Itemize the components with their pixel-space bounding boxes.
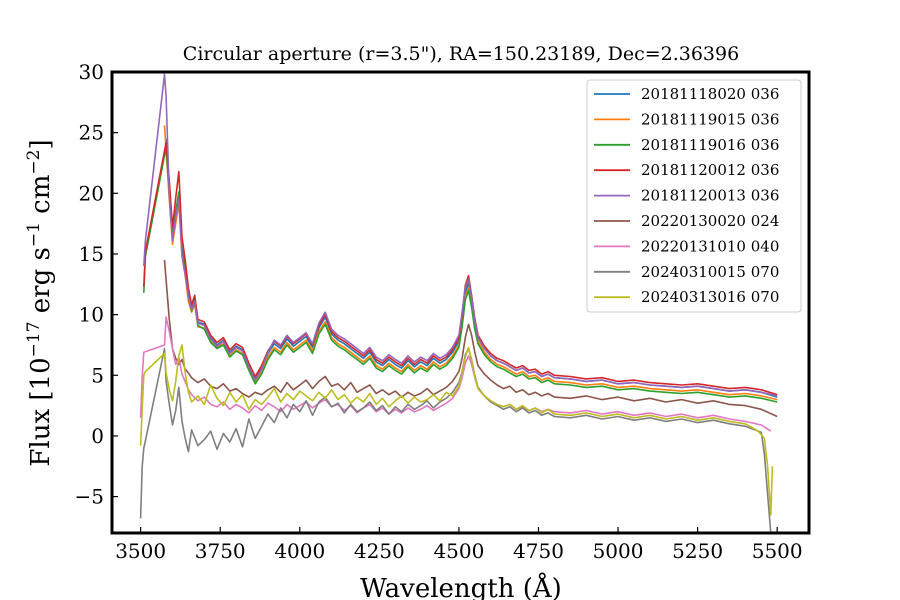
y-label-exp-3: −2 xyxy=(24,150,44,175)
legend-label-5: 20181120013 036 xyxy=(641,187,779,205)
x-tick-label: 5000 xyxy=(593,539,644,563)
y-axis-label: Flux [10−17 erg s−1 cm−2] xyxy=(24,139,56,466)
series-line-5 xyxy=(143,73,778,397)
y-label-mid-1: erg s xyxy=(26,247,56,321)
y-tick-label: 25 xyxy=(79,121,104,145)
series-line-4 xyxy=(143,141,778,396)
x-tick-label: 5250 xyxy=(672,539,723,563)
legend-label-8: 20240310015 070 xyxy=(641,263,779,281)
legend-label-2: 20181119015 036 xyxy=(641,110,779,128)
series-line-8 xyxy=(139,347,772,533)
legend-label-3: 20181119016 036 xyxy=(641,136,779,154)
y-tick-label: 15 xyxy=(79,242,104,266)
legend-frame xyxy=(586,79,802,313)
legend-label-7: 20220131010 040 xyxy=(641,237,779,255)
legend: 20181118020 036 20181119015 036 2018111901… xyxy=(586,79,802,313)
x-tick-label: 4000 xyxy=(274,539,325,563)
y-tick-label: −5 xyxy=(75,485,104,509)
x-tick-label: 5500 xyxy=(752,539,803,563)
legend-label-1: 20181118020 036 xyxy=(641,85,779,103)
y-label-exp-2: −1 xyxy=(24,222,44,247)
x-tick-label: 4750 xyxy=(513,539,564,563)
legend-label-9: 20240313016 070 xyxy=(641,288,779,306)
plot-frame xyxy=(110,70,811,535)
y-tick-label: 0 xyxy=(91,424,104,448)
y-tick-label: 5 xyxy=(91,363,104,387)
y-label-exp-1: −17 xyxy=(24,321,44,357)
x-tick-label: 4500 xyxy=(433,539,484,563)
x-tick-label: 3750 xyxy=(195,539,246,563)
y-label-suffix: ] xyxy=(26,139,56,149)
series-line-9 xyxy=(139,344,774,516)
chart-title: Circular aperture (r=3.5"), RA=150.23189… xyxy=(183,43,739,65)
series-line-7 xyxy=(139,316,772,432)
y-label-prefix: Flux [10 xyxy=(26,357,56,466)
series-line-2 xyxy=(163,125,778,401)
y-axis: −5 0 5 10 15 20 25 30 xyxy=(75,60,118,509)
legend-items: 20181118020 036 20181119015 036 2018111901… xyxy=(594,85,779,306)
series-line-3 xyxy=(143,146,778,403)
y-tick-label: 10 xyxy=(79,303,104,327)
legend-label-6: 20220130020 024 xyxy=(641,212,779,230)
y-label-mid-2: cm xyxy=(26,175,56,222)
y-tick-label: 30 xyxy=(79,60,104,84)
y-tick-label: 20 xyxy=(79,181,104,205)
x-tick-label: 3500 xyxy=(115,539,166,563)
legend-label-4: 20181120012 036 xyxy=(641,161,779,179)
x-axis: 3500 3750 4000 4250 4500 4750 5000 5250 5500 xyxy=(115,527,803,563)
series-group xyxy=(139,73,778,533)
x-tick-label: 4250 xyxy=(354,539,405,563)
x-axis-label: Wavelength (Å) xyxy=(360,572,562,600)
